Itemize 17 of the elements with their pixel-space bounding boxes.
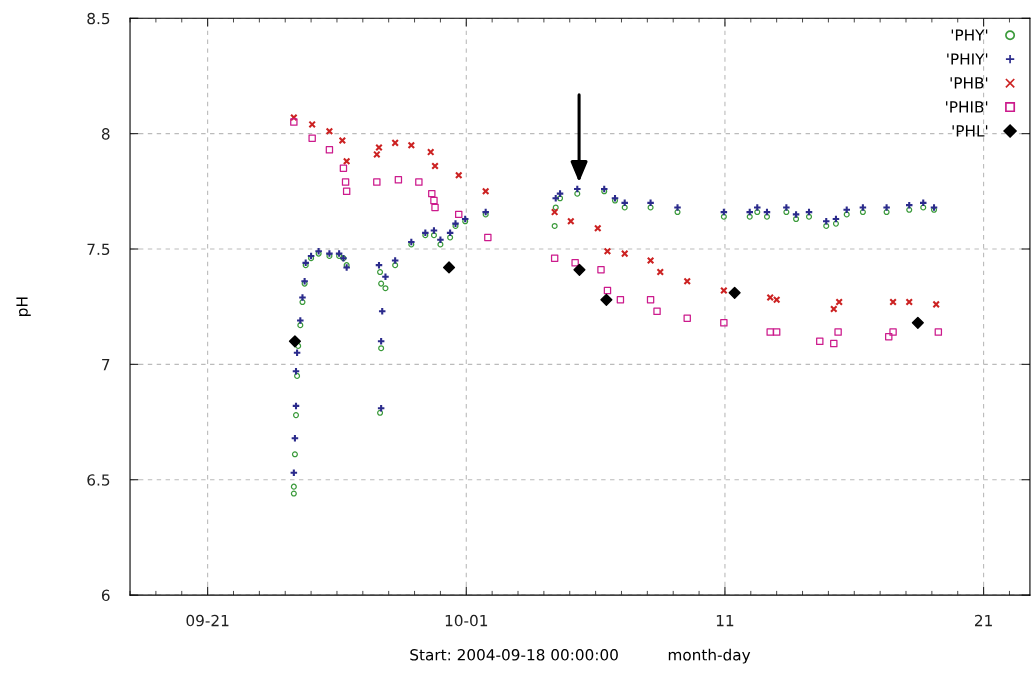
- x-tick-label: 21: [974, 614, 992, 627]
- y-tick-label: 8: [101, 128, 110, 140]
- y-tick-label: 7.5: [87, 243, 110, 256]
- y-tick-label: 6: [101, 589, 110, 602]
- y-axis-title: pH: [16, 297, 31, 316]
- legend-label: 'PHL': [952, 125, 988, 137]
- x-tick-label: 11: [716, 615, 734, 627]
- legend-label: 'PHB': [950, 77, 988, 89]
- x-tick-label: 10-01: [445, 614, 488, 627]
- x-tick-label: 09-21: [186, 614, 229, 627]
- legend-label: 'PHIY': [947, 53, 988, 65]
- y-tick-label: 8.5: [87, 12, 110, 25]
- y-tick-label: 6.5: [87, 474, 110, 486]
- y-tick-label: 7: [102, 359, 110, 371]
- legend-label: 'PHY': [951, 29, 988, 41]
- legend-label: 'PHIB': [946, 101, 988, 113]
- x-axis-title: Start: 2004-09-18 00:00:00 month-day: [410, 648, 751, 664]
